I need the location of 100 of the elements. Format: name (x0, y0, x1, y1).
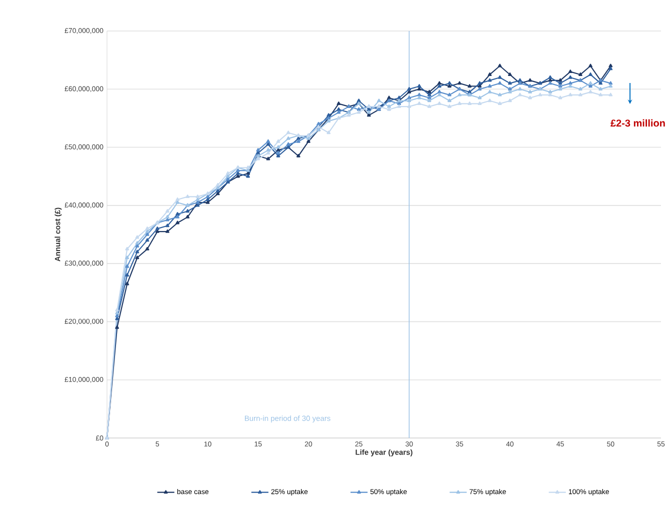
point (478, 86, 482, 90)
point (608, 66, 613, 70)
point (276, 139, 280, 143)
point (145, 232, 150, 236)
point (316, 122, 320, 126)
point (458, 92, 462, 96)
point (246, 174, 250, 178)
point (125, 282, 130, 286)
point (407, 86, 412, 90)
point (186, 209, 190, 213)
point (115, 314, 120, 318)
point (135, 250, 140, 254)
point (588, 72, 592, 76)
point (115, 316, 120, 320)
point (145, 238, 150, 242)
point (266, 139, 270, 143)
point (437, 84, 442, 88)
point (608, 64, 613, 68)
point (176, 212, 180, 216)
point (448, 84, 452, 88)
point (166, 214, 170, 218)
point (155, 226, 160, 230)
point (356, 110, 361, 114)
point (558, 96, 562, 100)
point (115, 310, 120, 314)
point (598, 86, 602, 90)
point (448, 98, 452, 102)
point (276, 145, 280, 149)
point (336, 107, 341, 111)
point (558, 84, 562, 88)
point (166, 209, 170, 213)
point (397, 96, 402, 100)
point (468, 90, 472, 94)
point (538, 92, 542, 96)
point (498, 102, 502, 106)
point (145, 246, 150, 250)
point (508, 86, 512, 90)
point (417, 84, 422, 88)
point (166, 218, 170, 222)
point (236, 174, 240, 178)
point (296, 154, 300, 158)
point (387, 104, 391, 108)
point (397, 102, 402, 106)
point (528, 90, 532, 94)
point (166, 224, 170, 228)
point (387, 96, 391, 100)
point (468, 102, 472, 106)
point (518, 86, 522, 90)
point (468, 84, 472, 88)
point (508, 72, 512, 76)
point (125, 264, 130, 268)
point (176, 197, 180, 201)
point (166, 229, 170, 233)
point (458, 102, 462, 106)
point (427, 104, 432, 108)
point (226, 171, 230, 175)
point (366, 113, 371, 117)
point (125, 246, 130, 250)
point (518, 92, 522, 96)
annotation: £2-3 million (610, 119, 665, 127)
point (548, 90, 552, 94)
point (437, 81, 442, 85)
point (548, 92, 552, 96)
point (478, 81, 482, 85)
point (437, 90, 442, 94)
point (478, 102, 482, 106)
point (226, 177, 230, 181)
point (286, 142, 290, 146)
point (366, 110, 371, 114)
point (377, 98, 381, 102)
point (558, 81, 562, 85)
point (135, 235, 140, 239)
point (498, 92, 502, 96)
point (498, 81, 502, 85)
point (508, 98, 512, 102)
point (407, 104, 412, 108)
point (448, 92, 452, 96)
point (448, 104, 452, 108)
point (115, 308, 120, 312)
point (326, 130, 331, 134)
point (306, 139, 310, 143)
point (558, 78, 562, 82)
point (266, 148, 270, 152)
point (135, 241, 140, 245)
point (488, 84, 492, 88)
point (266, 150, 270, 154)
point (407, 98, 412, 102)
point (508, 90, 512, 94)
point (578, 92, 582, 96)
point (216, 182, 220, 186)
point (125, 256, 130, 260)
point (276, 148, 280, 152)
point (176, 220, 180, 224)
point (135, 256, 140, 260)
point (427, 90, 432, 94)
point (427, 92, 432, 96)
point (598, 81, 602, 85)
point (608, 84, 613, 88)
point (427, 98, 432, 102)
point (196, 203, 200, 207)
